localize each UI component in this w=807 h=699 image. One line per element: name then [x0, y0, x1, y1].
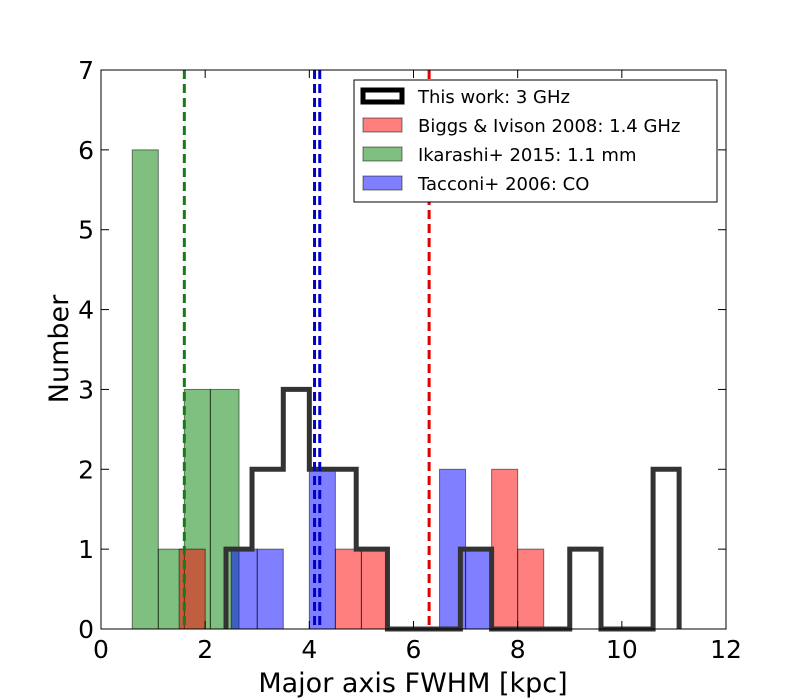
- legend-swatch: [362, 175, 403, 191]
- x-tick-label: 8: [510, 635, 526, 664]
- bar: [334, 548, 362, 630]
- bar: [517, 548, 545, 630]
- x-tick-label: 0: [93, 635, 109, 664]
- bar: [491, 468, 519, 630]
- x-tick-label: 2: [197, 635, 213, 664]
- series-ikarashi-2015-1-1-mm: [131, 149, 240, 630]
- legend-frame: [353, 79, 718, 203]
- bar: [360, 548, 388, 630]
- legend: This work: 3 GHz Biggs & Ivison 2008: 1.4…: [353, 79, 718, 203]
- x-tick-label: 12: [710, 635, 742, 664]
- legend-label: Biggs & Ivison 2008: 1.4 GHz: [418, 116, 680, 137]
- legend-swatch: [362, 117, 403, 133]
- y-tick-label: 0: [78, 615, 94, 644]
- y-tick-label: 4: [78, 296, 94, 325]
- legend-label: This work: 3 GHz: [417, 87, 570, 108]
- x-tick-label: 10: [606, 635, 638, 664]
- histogram-fills: [131, 149, 545, 630]
- legend-swatch: [362, 146, 403, 162]
- median-lines: [182, 70, 431, 629]
- bar: [230, 548, 258, 630]
- y-tick-label: 1: [78, 535, 94, 564]
- y-tick-label: 5: [78, 216, 94, 245]
- bar: [256, 548, 284, 630]
- x-tick-label: 6: [406, 635, 422, 664]
- legend-swatch: [360, 87, 405, 105]
- y-axis-label: Number: [44, 294, 75, 403]
- y-tick-label: 7: [78, 56, 94, 85]
- y-tick-label: 3: [78, 375, 94, 404]
- y-tick-label: 2: [78, 455, 94, 484]
- y-tick-label: 6: [78, 136, 94, 165]
- legend-label: Ikarashi+ 2015: 1.1 mm: [418, 145, 636, 166]
- bar: [131, 149, 159, 630]
- x-axis-label: Major axis FWHM [kpc]: [258, 668, 567, 699]
- y-axis-ticks: 0 1 2 3 4 5 6 7: [78, 56, 726, 644]
- legend-label: Tacconi+ 2006: CO: [417, 174, 589, 195]
- x-tick-label: 4: [301, 635, 317, 664]
- x-axis-ticks: 0 2 4 6 8 10 12: [93, 70, 742, 664]
- bar: [465, 548, 493, 630]
